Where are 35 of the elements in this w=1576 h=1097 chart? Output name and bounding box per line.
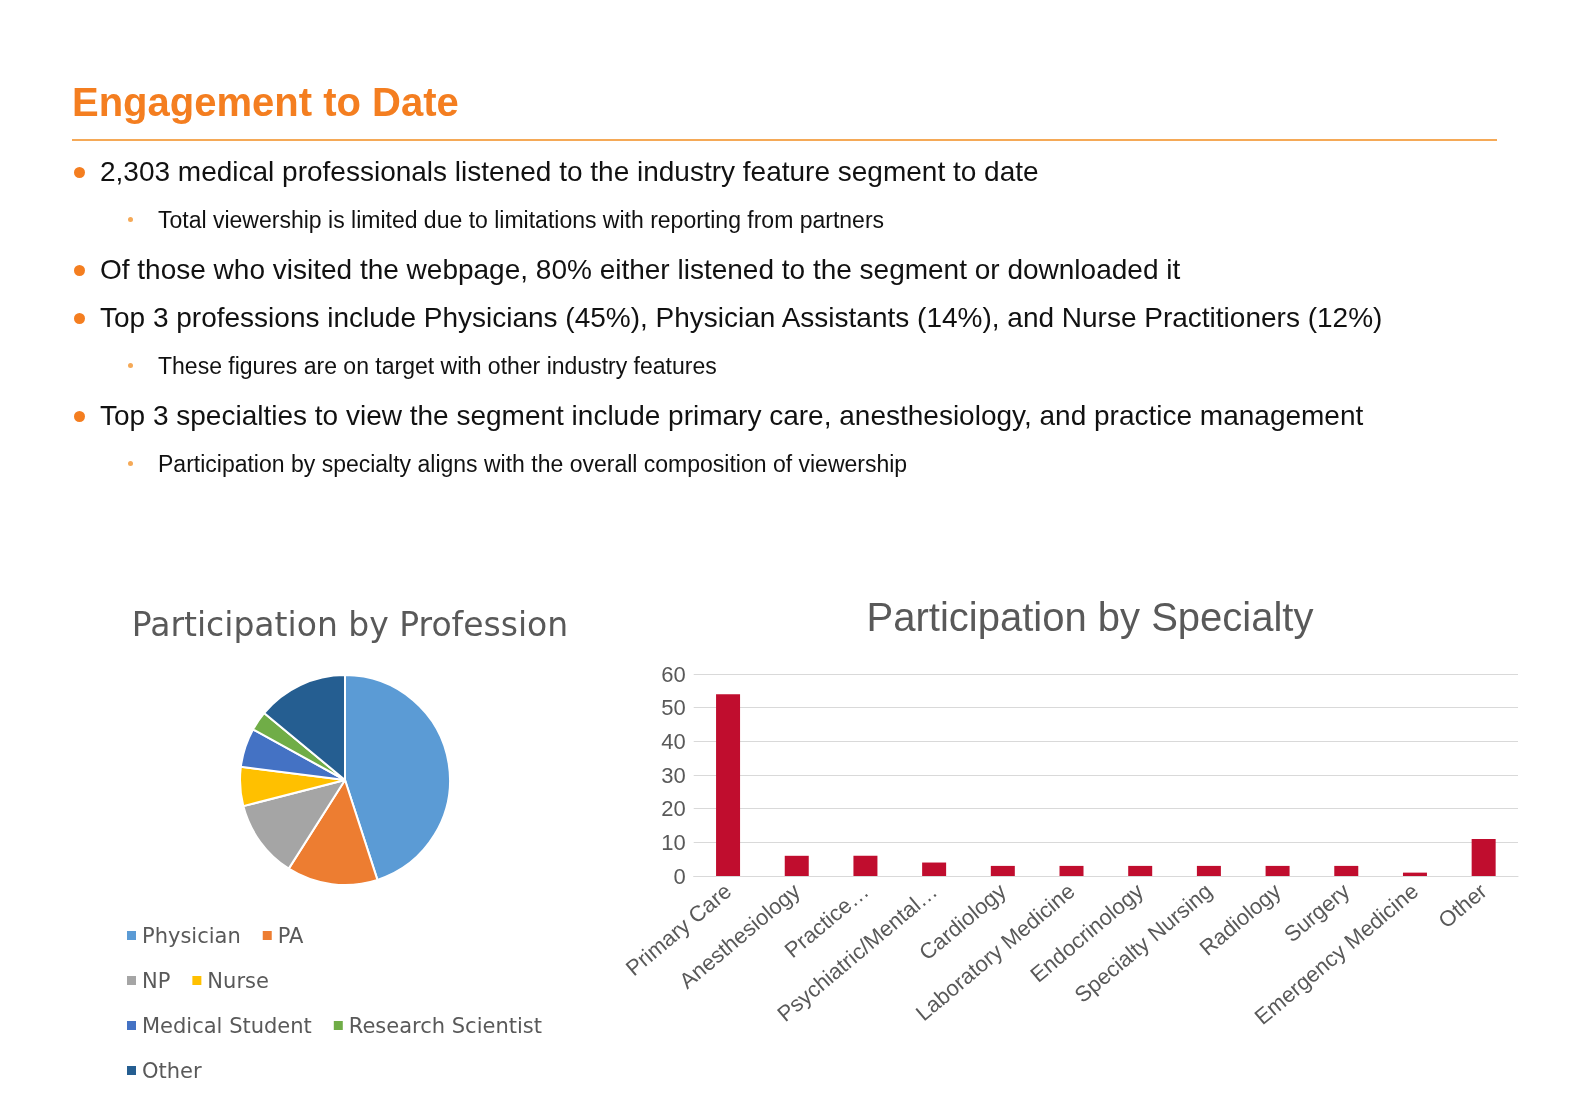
legend-label: Nurse — [207, 968, 269, 993]
bar — [716, 694, 741, 876]
bar — [990, 865, 1015, 876]
text: Participation by specialty aligns with the overall composition of viewership — [158, 451, 908, 477]
y-tick-label: 10 — [661, 829, 686, 855]
text: Top 3 professions include Physicians (45%), Physician Assistants (14%), and Nurse Practitioners (12%) — [100, 302, 1383, 333]
legend-label: Physician — [142, 923, 241, 948]
y-tick-label: 60 — [661, 661, 686, 687]
y-tick-label: 40 — [661, 728, 686, 754]
bar — [1128, 865, 1153, 876]
text: Engagement to Date — [72, 80, 1497, 141]
bar — [922, 862, 947, 876]
legend-label: PA — [277, 923, 305, 948]
text: Of those who visited the webpage, 80% either listened to the segment or downloaded it — [100, 254, 1181, 285]
legend-label: NP — [142, 968, 171, 993]
text: 2,303 medical professionals listened to the industry feature segment to date — [100, 156, 1039, 187]
y-tick-label: 0 — [673, 863, 686, 889]
bar — [853, 855, 878, 876]
bar — [784, 855, 809, 876]
bar — [1059, 865, 1084, 876]
legend-label: Research Scientist — [348, 1013, 542, 1038]
bar — [1471, 838, 1496, 876]
text: Total viewership is limited due to limitations with reporting from partners — [158, 207, 885, 233]
y-tick-label: 30 — [661, 762, 686, 788]
chart-title: Participation by Specialty — [866, 595, 1314, 639]
text: These figures are on target with other industry features — [158, 353, 717, 379]
y-tick-label: 50 — [661, 695, 686, 721]
bar — [1334, 865, 1359, 876]
legend-label: Medical Student — [142, 1013, 312, 1038]
text: Top 3 specialties to view the segment include primary care, anesthesiology, and practice management — [100, 400, 1364, 431]
y-tick-label: 20 — [661, 796, 686, 822]
bar — [1196, 865, 1221, 876]
chart-title: Participation by Profession — [131, 605, 569, 644]
legend-label: Other — [142, 1058, 202, 1083]
bar — [1265, 865, 1290, 876]
